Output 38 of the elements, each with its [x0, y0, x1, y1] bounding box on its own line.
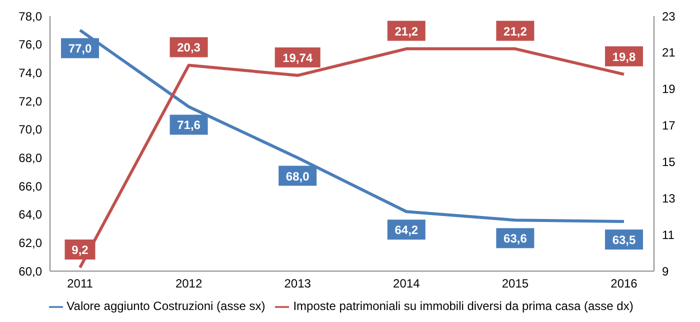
data-label: 19,74: [282, 50, 313, 65]
x-tick-label: 2014: [393, 276, 420, 291]
legend-label: Valore aggiunto Costruzioni (asse sx): [66, 299, 266, 314]
y2-tick-label: 13: [662, 192, 676, 206]
data-label: 63,6: [504, 232, 528, 246]
data-label: 9,2: [72, 243, 89, 258]
y2-tick-label: 11: [662, 228, 675, 242]
y2-tick-label: 9: [662, 264, 669, 278]
y-tick-label: 76,0: [18, 38, 42, 52]
y-tick-label: 64,0: [18, 208, 42, 222]
x-tick-label: 2011: [67, 276, 94, 291]
y-tick-label: 78,0: [18, 9, 42, 24]
y2-tick-label: 17: [662, 118, 676, 133]
data-label: 19,8: [612, 50, 636, 64]
x-tick-label: 2015: [502, 276, 529, 291]
data-label: 21,2: [394, 24, 418, 38]
y2-tick-label: 19: [662, 82, 676, 96]
data-label: 64,2: [394, 223, 418, 238]
legend-label: Imposte patrimoniali su immobili diversi da prima casa (asse dx): [293, 299, 634, 314]
data-label: 77,0: [68, 42, 92, 56]
y-tick-label: 74,0: [18, 66, 42, 80]
y-tick-label: 62,0: [18, 236, 42, 250]
x-tick-label: 2013: [284, 276, 312, 291]
x-tick-label: 2016: [610, 276, 638, 291]
data-label: 63,5: [612, 233, 636, 248]
y-tick-label: 70,0: [18, 122, 42, 137]
y-tick-label: 66,0: [18, 179, 42, 194]
y2-tick-label: 21: [662, 46, 676, 60]
data-label: 71,6: [177, 118, 201, 132]
y-tick-label: 68,0: [18, 151, 42, 166]
data-label: 68,0: [286, 169, 310, 184]
y-tick-label: 72,0: [18, 94, 42, 108]
data-label: 21,2: [504, 24, 528, 38]
x-tick-label: 2012: [175, 276, 202, 291]
y2-tick-label: 15: [662, 155, 676, 170]
y-tick-label: 60,0: [18, 264, 42, 278]
y2-tick-label: 23: [662, 9, 676, 24]
data-label: 20,3: [177, 40, 201, 55]
